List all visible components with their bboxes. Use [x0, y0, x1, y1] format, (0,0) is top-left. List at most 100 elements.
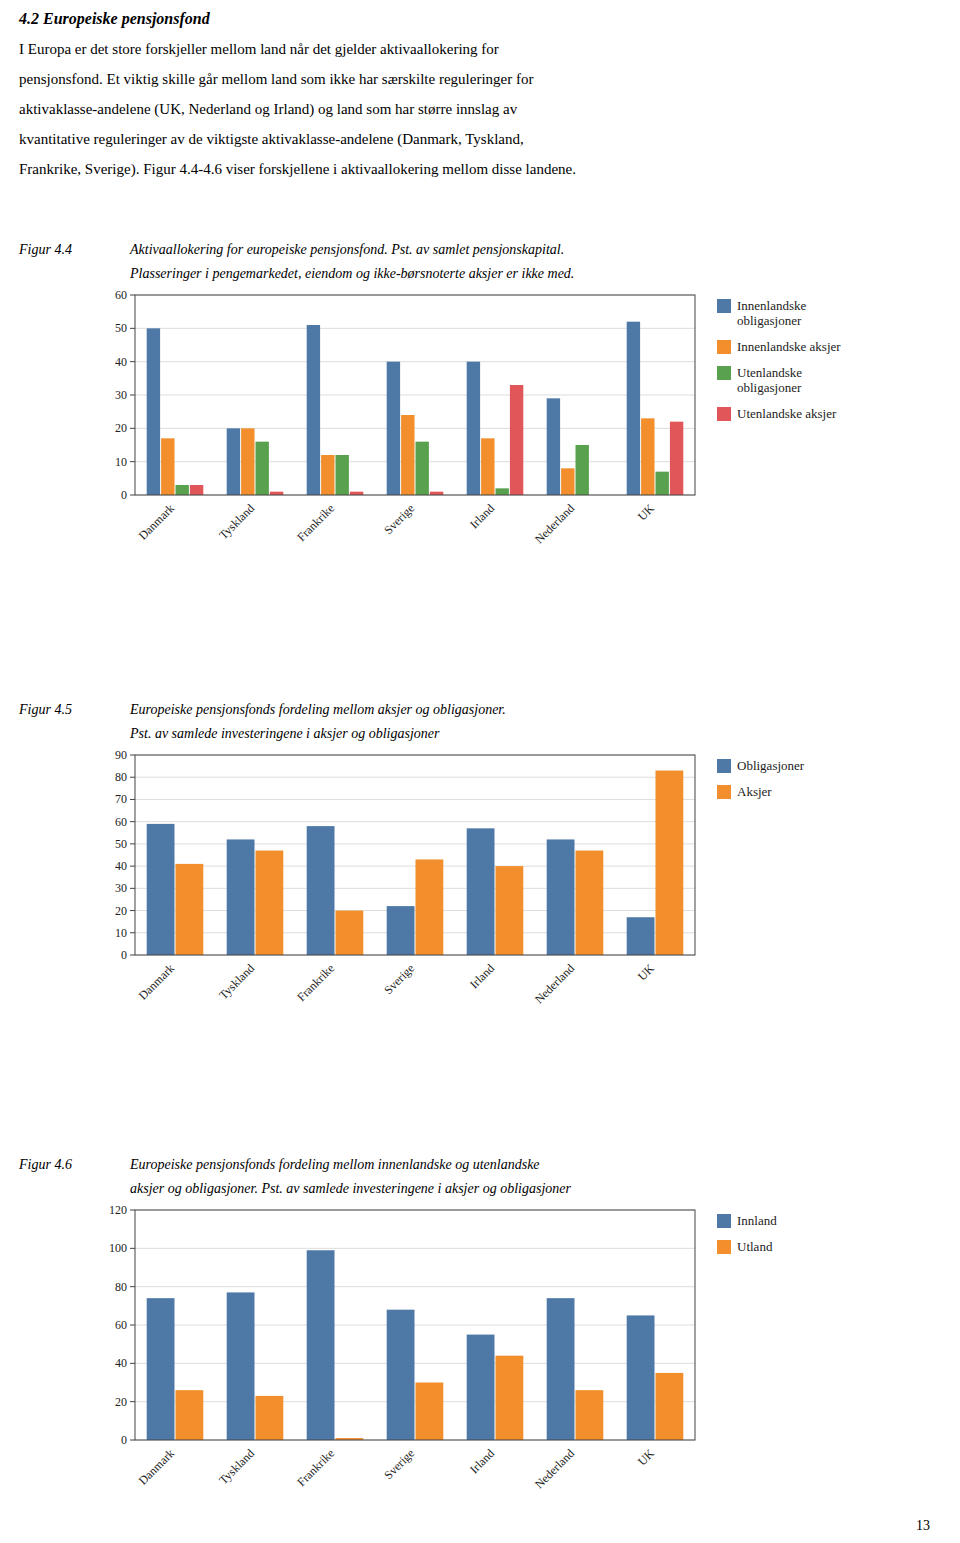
- heading: 4.2 Europeiske pensjonsfond: [18, 10, 211, 28]
- paragraph-line: I Europa er det store forskjeller mellom…: [19, 41, 499, 57]
- bar: [227, 839, 255, 955]
- legend-label-line: Innenlandske aksjer: [737, 339, 841, 354]
- legend-label: Innland: [737, 1213, 777, 1228]
- legend-label-line: Obligasjoner: [737, 758, 805, 773]
- legend-label: Innenlandske aksjer: [737, 339, 841, 354]
- y-tick: [130, 1401, 135, 1402]
- legend-label: Utenlandske aksjer: [737, 406, 837, 421]
- y-tick: [130, 1440, 135, 1441]
- bar: [670, 422, 683, 495]
- x-tick-label: Irland: [467, 961, 497, 991]
- legend-label-line: Innland: [737, 1213, 777, 1228]
- bar: [321, 455, 334, 495]
- legend: Obligasjoner Aksjer: [717, 758, 805, 799]
- grid-line: [135, 1325, 695, 1326]
- bar: [307, 826, 335, 955]
- y-tick: [130, 461, 135, 462]
- y-tick: [130, 395, 135, 396]
- chart-subtitle: Europeiske pensjonsfonds fordeling mello…: [129, 702, 506, 717]
- grid-line: [135, 1286, 695, 1287]
- grid-line: [135, 866, 695, 867]
- bar: [147, 824, 175, 955]
- y-tick: [130, 1210, 135, 1211]
- y-tick: [130, 1325, 135, 1326]
- grid-line: [135, 1248, 695, 1249]
- bar: [481, 438, 494, 495]
- bar: [416, 1383, 444, 1441]
- plot-frame: [135, 295, 695, 495]
- bar: [256, 442, 269, 495]
- bar: [576, 445, 589, 495]
- chart-subtitle: Plasseringer i pengemarkedet, eiendom og…: [129, 266, 574, 281]
- bar: [176, 485, 189, 495]
- y-tick: [130, 755, 135, 756]
- bars: [147, 322, 684, 495]
- bar: [641, 418, 654, 495]
- y-tick-label: 30: [115, 881, 127, 895]
- bars: [147, 771, 684, 955]
- bar: [561, 468, 574, 495]
- bar: [176, 864, 204, 955]
- paragraph-line: Frankrike, Sverige). Figur 4.4-4.6 viser…: [19, 161, 576, 178]
- bar: [510, 385, 523, 495]
- bar: [256, 1396, 284, 1440]
- bar: [416, 442, 429, 495]
- grid-line: [135, 888, 695, 889]
- chart-subtitle: Aktivaallokering for europeiske pensjons…: [129, 242, 564, 257]
- grid-line: [135, 932, 695, 933]
- bar: [496, 866, 524, 955]
- legend-swatch: [717, 407, 731, 421]
- x-tick-label: Sverige: [381, 501, 417, 537]
- bar: [496, 1356, 524, 1440]
- bar: [576, 851, 604, 955]
- bar: [416, 859, 444, 955]
- x-tick-label: Nederland: [532, 961, 577, 1006]
- legend-swatch: [717, 785, 731, 799]
- y-tick-label: 20: [115, 1395, 127, 1409]
- grid-line: [135, 910, 695, 911]
- x-tick-label: Frankrike: [294, 501, 337, 544]
- legend: InnlandUtland: [717, 1213, 777, 1254]
- y-tick-label: 80: [115, 1280, 127, 1294]
- y-tick: [130, 428, 135, 429]
- y-tick: [130, 1286, 135, 1287]
- legend-swatch: [717, 299, 731, 313]
- y-tick-label: 0: [121, 1433, 127, 1447]
- bar: [467, 362, 480, 495]
- legend-label: Innenlandskeobligasjoner: [737, 298, 807, 328]
- legend-label: Obligasjoner: [737, 758, 805, 773]
- bar: [401, 415, 414, 495]
- plot-area: [135, 755, 695, 955]
- x-tick-label: Sverige: [381, 1446, 417, 1482]
- bar: [576, 1390, 604, 1440]
- chart: Figur 4.5 Europeiske pensjonsfonds fordel…: [18, 702, 805, 1006]
- bar: [656, 771, 684, 955]
- x-tick-label: Tyskland: [216, 961, 257, 1002]
- y-tick-label: 50: [115, 321, 127, 335]
- bar: [656, 472, 669, 495]
- legend-swatch: [717, 1214, 731, 1228]
- y-tick-label: 10: [115, 926, 127, 940]
- chart: Figur 4.6Europeiske pensjonsfonds fordel…: [18, 1157, 777, 1491]
- bar: [176, 1390, 204, 1440]
- y-tick-label: 50: [115, 837, 127, 851]
- bar: [256, 851, 284, 955]
- chart-title: Figur 4.5: [18, 702, 72, 717]
- paragraph-line: pensjonsfond. Et viktig skille går mello…: [19, 71, 533, 87]
- x-tick-label: Tyskland: [216, 1446, 257, 1487]
- legend-swatch: [717, 340, 731, 354]
- x-tick-label: Irland: [467, 501, 497, 531]
- y-tick: [130, 799, 135, 800]
- legend-label: Aksjer: [737, 784, 772, 799]
- y-tick-label: 40: [115, 859, 127, 873]
- bar: [336, 911, 364, 955]
- bar: [227, 428, 240, 495]
- y-tick: [130, 777, 135, 778]
- x-tick-label: Irland: [467, 1446, 497, 1476]
- bar: [387, 1310, 415, 1440]
- y-tick: [130, 932, 135, 933]
- bar: [387, 906, 415, 955]
- bar: [627, 917, 655, 955]
- y-tick: [130, 821, 135, 822]
- legend-swatch: [717, 1240, 731, 1254]
